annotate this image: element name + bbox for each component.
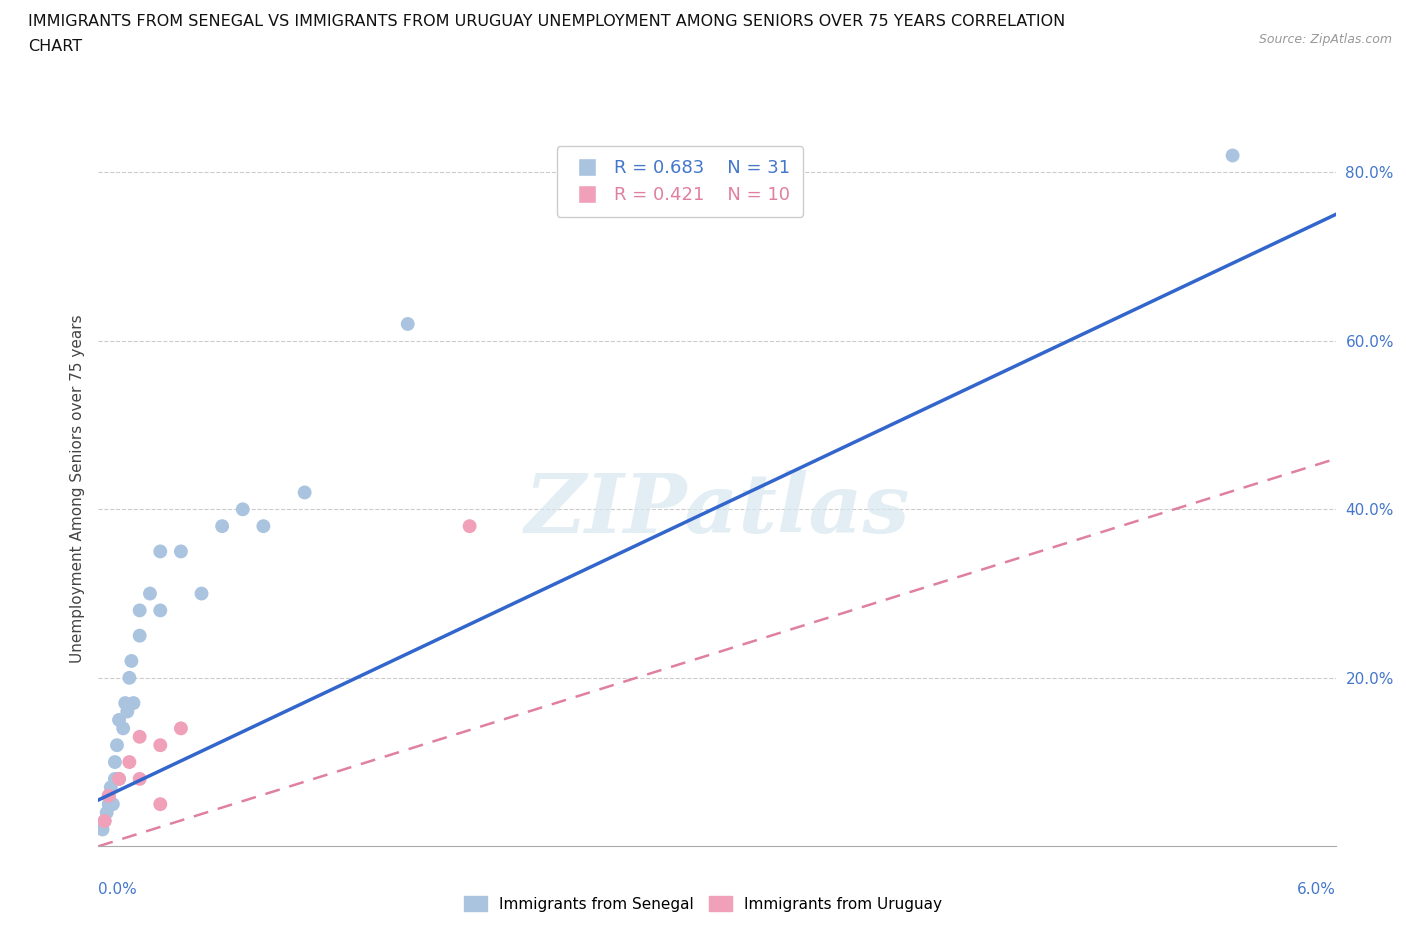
Point: [139, 586, 162, 601]
Point: [149, 603, 172, 618]
Point: [97, 789, 120, 804]
Point: [96, 805, 118, 820]
Point: [108, 772, 131, 787]
Point: [118, 671, 141, 685]
Point: [128, 772, 150, 787]
Point: [149, 797, 172, 812]
Text: Source: ZipAtlas.com: Source: ZipAtlas.com: [1258, 33, 1392, 46]
Point: [128, 603, 150, 618]
Text: CHART: CHART: [28, 39, 82, 54]
Point: [114, 696, 136, 711]
Point: [118, 754, 141, 769]
Point: [170, 721, 193, 736]
Point: [93, 814, 115, 829]
Point: [128, 629, 150, 644]
Point: [149, 737, 172, 752]
Point: [100, 780, 122, 795]
Point: [170, 544, 193, 559]
Point: [1222, 148, 1244, 163]
Point: [190, 586, 212, 601]
Point: [97, 797, 120, 812]
Point: [128, 729, 150, 744]
Point: [149, 544, 172, 559]
Text: 0.0%: 0.0%: [98, 882, 138, 897]
Text: IMMIGRANTS FROM SENEGAL VS IMMIGRANTS FROM URUGUAY UNEMPLOYMENT AMONG SENIORS OV: IMMIGRANTS FROM SENEGAL VS IMMIGRANTS FR…: [28, 14, 1066, 29]
Y-axis label: Unemployment Among Seniors over 75 years: Unemployment Among Seniors over 75 years: [69, 314, 84, 662]
Point: [120, 654, 142, 669]
Point: [396, 316, 419, 331]
Legend: R = 0.683    N = 31, R = 0.421    N = 10: R = 0.683 N = 31, R = 0.421 N = 10: [557, 146, 803, 217]
Point: [101, 797, 124, 812]
Point: [91, 822, 114, 837]
Legend: Immigrants from Senegal, Immigrants from Uruguay: Immigrants from Senegal, Immigrants from…: [458, 889, 948, 918]
Text: ZIPatlas: ZIPatlas: [524, 470, 910, 550]
Point: [232, 502, 254, 517]
Point: [97, 789, 120, 804]
Point: [108, 712, 131, 727]
Point: [458, 519, 481, 534]
Point: [104, 772, 127, 787]
Point: [211, 519, 233, 534]
Point: [252, 519, 274, 534]
Point: [112, 721, 135, 736]
Point: [104, 754, 127, 769]
Point: [108, 772, 131, 787]
Point: [105, 737, 128, 752]
Point: [122, 696, 145, 711]
Point: [93, 814, 115, 829]
Point: [294, 485, 316, 500]
Point: [117, 704, 139, 719]
Text: 6.0%: 6.0%: [1296, 882, 1336, 897]
